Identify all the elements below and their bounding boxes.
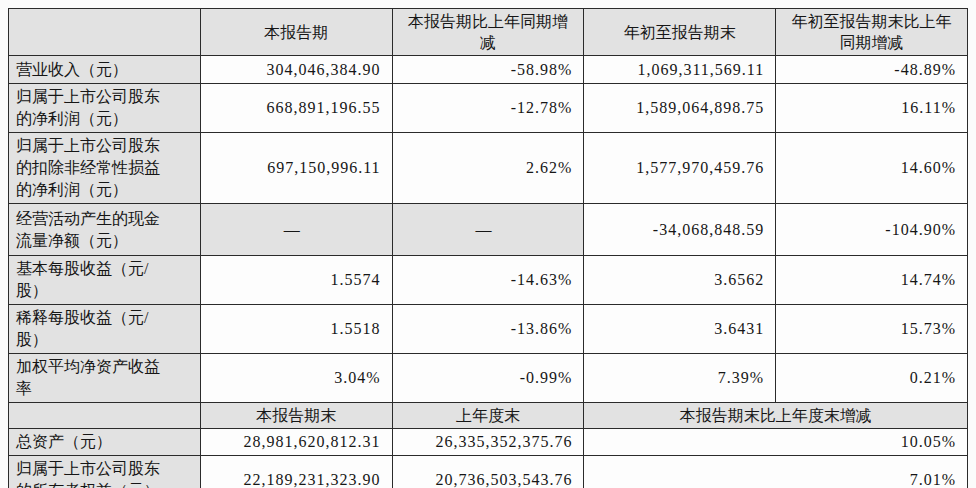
cell-value: 1.5518 — [200, 305, 392, 354]
table-row: 加权平均净资产收益率 3.04% -0.99% 7.39% 0.21% — [9, 354, 968, 403]
col-header-ytd: 年初至报告期末 — [584, 9, 776, 56]
col-header-period-end-change: 本报告期末比上年度末增减 — [584, 403, 968, 429]
cell-value: -13.86% — [392, 305, 584, 354]
cell-value: 0.21% — [776, 354, 968, 403]
cell-value: 26,335,352,375.76 — [392, 429, 584, 456]
col-header-period-end: 本报告期末 — [200, 403, 392, 429]
corner-cell — [9, 403, 201, 429]
row-label-revenue: 营业收入（元） — [9, 56, 201, 84]
section2-header-row: 本报告期末 上年度末 本报告期末比上年度末增减 — [9, 403, 968, 429]
table-row: 营业收入（元） 304,046,384.90 -58.98% 1,069,311… — [9, 56, 968, 84]
cell-value: 1,589,064,898.75 — [584, 84, 776, 133]
cell-value: 2.62% — [392, 133, 584, 204]
cell-value: 7.39% — [584, 354, 776, 403]
table-row: 稀释每股收益（元/股） 1.5518 -13.86% 3.6431 15.73% — [9, 305, 968, 354]
cell-value: 28,981,620,812.31 — [200, 429, 392, 456]
col-header-current-period: 本报告期 — [200, 9, 392, 56]
table-row: 归属于上市公司股东的净利润（元） 668,891,196.55 -12.78% … — [9, 84, 968, 133]
cell-value: -14.63% — [392, 256, 584, 305]
cell-value: 7.01% — [584, 456, 968, 488]
cell-value-dash: — — [200, 204, 392, 256]
col-header-prior-year-end: 上年度末 — [392, 403, 584, 429]
cell-value-dash: — — [392, 204, 584, 256]
cell-value: 697,150,996.11 — [200, 133, 392, 204]
cell-value: 16.11% — [776, 84, 968, 133]
cell-value: 304,046,384.90 — [200, 56, 392, 84]
row-label-basic-eps: 基本每股收益（元/股） — [9, 256, 201, 305]
row-label-total-assets: 总资产（元） — [9, 429, 201, 456]
row-label-diluted-eps: 稀释每股收益（元/股） — [9, 305, 201, 354]
row-label-net-profit-excl-nonrecurring: 归属于上市公司股东的扣除非经常性损益的净利润（元） — [9, 133, 201, 204]
row-label-net-profit: 归属于上市公司股东的净利润（元） — [9, 84, 201, 133]
section1-header-row: 本报告期 本报告期比上年同期增减 年初至报告期末 年初至报告期末比上年同期增减 — [9, 9, 968, 56]
cell-value: -104.90% — [776, 204, 968, 256]
table-row: 归属于上市公司股东的扣除非经常性损益的净利润（元） 697,150,996.11… — [9, 133, 968, 204]
cell-value: 3.6431 — [584, 305, 776, 354]
cell-value: 15.73% — [776, 305, 968, 354]
cell-value: 1,577,970,459.76 — [584, 133, 776, 204]
table-row: 总资产（元） 28,981,620,812.31 26,335,352,375.… — [9, 429, 968, 456]
cell-value: 668,891,196.55 — [200, 84, 392, 133]
row-label-owners-equity: 归属于上市公司股东的所有者权益（元） — [9, 456, 201, 488]
cell-value: -58.98% — [392, 56, 584, 84]
cell-value: 1.5574 — [200, 256, 392, 305]
cell-value: 10.05% — [584, 429, 968, 456]
cell-value: -12.78% — [392, 84, 584, 133]
corner-cell — [9, 9, 201, 56]
financial-summary-table: 本报告期 本报告期比上年同期增减 年初至报告期末 年初至报告期末比上年同期增减 … — [8, 8, 968, 488]
table-row: 经营活动产生的现金流量净额（元） — — -34,068,848.59 -104… — [9, 204, 968, 256]
cell-value: 14.74% — [776, 256, 968, 305]
cell-value: 20,736,503,543.76 — [392, 456, 584, 488]
table-row: 归属于上市公司股东的所有者权益（元） 22,189,231,323.90 20,… — [9, 456, 968, 488]
row-label-operating-cash-flow: 经营活动产生的现金流量净额（元） — [9, 204, 201, 256]
col-header-yoy-change: 本报告期比上年同期增减 — [392, 9, 584, 56]
cell-value: 3.04% — [200, 354, 392, 403]
col-header-ytd-change: 年初至报告期末比上年同期增减 — [776, 9, 968, 56]
cell-value: 3.6562 — [584, 256, 776, 305]
cell-value: 22,189,231,323.90 — [200, 456, 392, 488]
report-page: 本报告期 本报告期比上年同期增减 年初至报告期末 年初至报告期末比上年同期增减 … — [0, 0, 976, 488]
cell-value: 1,069,311,569.11 — [584, 56, 776, 84]
cell-value: 14.60% — [776, 133, 968, 204]
cell-value: -0.99% — [392, 354, 584, 403]
cell-value: -34,068,848.59 — [584, 204, 776, 256]
cell-value: -48.89% — [776, 56, 968, 84]
row-label-weighted-roe: 加权平均净资产收益率 — [9, 354, 201, 403]
table-row: 基本每股收益（元/股） 1.5574 -14.63% 3.6562 14.74% — [9, 256, 968, 305]
